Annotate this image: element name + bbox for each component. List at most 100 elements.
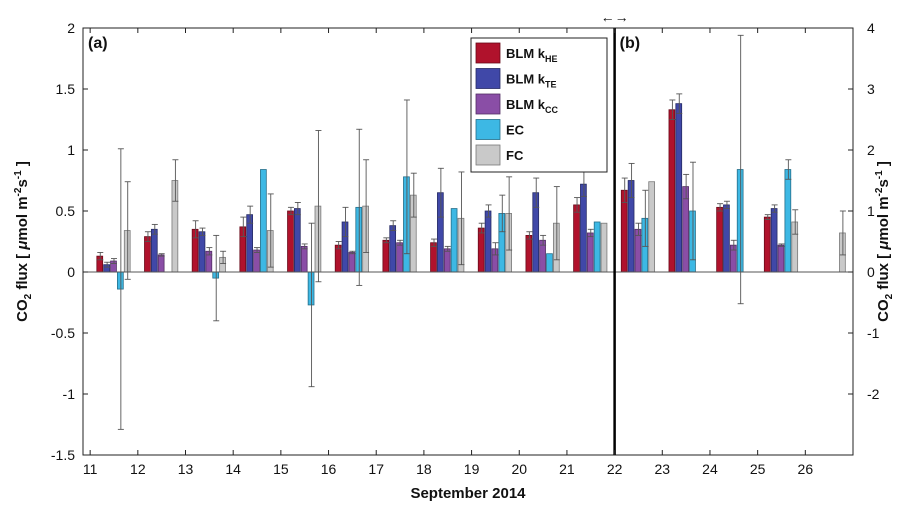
arrow-indicator: ←→ <box>601 9 629 25</box>
legend-swatch-hk <box>476 43 500 63</box>
bar-tk-13 <box>199 232 205 272</box>
bar-fc-14 <box>267 231 273 272</box>
legend-label-main: BLM k <box>506 72 546 87</box>
y-left-tick-label: 0.5 <box>56 203 76 219</box>
x-axis-label: September 2014 <box>410 485 526 502</box>
bar-fc-25 <box>792 222 798 272</box>
bar-fc-26 <box>839 233 845 272</box>
bar-tk-18 <box>437 193 443 272</box>
legend-swatch-tk <box>476 69 500 89</box>
y-left-tick-label: 0 <box>67 264 75 280</box>
x-tick-label-16: 16 <box>321 461 337 477</box>
bar-ec-16 <box>356 207 362 272</box>
y-left-tick-label: 1.5 <box>56 81 76 97</box>
x-tick-label-26: 26 <box>798 461 814 477</box>
bar-hk-18 <box>431 243 437 272</box>
x-tick-label-21: 21 <box>559 461 575 477</box>
bar-hk-15 <box>288 211 294 272</box>
bar-tk-16 <box>342 222 348 272</box>
bar-hk-17 <box>383 240 389 272</box>
bar-ec-14 <box>260 170 266 272</box>
bar-ck-12 <box>158 255 164 272</box>
y-right-tick-label: 1 <box>867 203 875 219</box>
x-tick-label-18: 18 <box>416 461 432 477</box>
legend-label-sub: HE <box>545 54 558 64</box>
y-axis-label-right-part: CO <box>875 299 892 322</box>
legend-label-main: FC <box>506 148 524 163</box>
bar-fc-21 <box>601 223 607 272</box>
bar-ec-22 <box>642 218 648 272</box>
x-tick-label-19: 19 <box>464 461 480 477</box>
y-left-tick-label: 2 <box>67 20 75 36</box>
bar-ck-14 <box>254 250 260 272</box>
bar-fc-13 <box>220 257 226 272</box>
bar-hk-23 <box>669 110 675 272</box>
y-right-tick-label: 2 <box>867 142 875 158</box>
y-right-tick-label: 3 <box>867 81 875 97</box>
y-right-tick-label: 4 <box>867 20 875 36</box>
y-right-tick-label: 0 <box>867 264 875 280</box>
legend-label-main: BLM k <box>506 97 546 112</box>
x-tick-label-24: 24 <box>702 461 718 477</box>
panel-label-b: (b) <box>620 35 640 52</box>
bar-fc-11 <box>124 231 130 272</box>
bar-tk-24 <box>724 205 730 272</box>
bar-hk-21 <box>574 205 580 272</box>
x-tick-label-15: 15 <box>273 461 289 477</box>
legend-label-main: EC <box>506 123 525 138</box>
y-axis-label-left-part: s <box>14 179 31 187</box>
y-right-tick-label: -2 <box>867 386 880 402</box>
bar-tk-17 <box>390 226 396 272</box>
y-left-tick-label: -0.5 <box>51 325 75 341</box>
bar-tk-12 <box>151 229 157 272</box>
y-axis-label-left-part: μ <box>14 241 31 251</box>
x-tick-label-20: 20 <box>511 461 527 477</box>
bar-ck-13 <box>206 251 212 272</box>
bar-ec-11 <box>117 272 123 289</box>
bar-ec-20 <box>547 254 553 272</box>
legend: BLM kHEBLM kTEBLM kCCECFC <box>471 38 607 172</box>
bar-tk-20 <box>533 193 539 272</box>
x-tick-label-23: 23 <box>654 461 670 477</box>
bar-ec-23 <box>690 211 696 272</box>
bar-ck-11 <box>111 261 117 272</box>
panel-label-a: (a) <box>88 35 108 52</box>
x-tick-label-17: 17 <box>368 461 384 477</box>
y-axis-label-right-part: flux [ <box>875 250 892 294</box>
bar-fc-12 <box>172 181 178 273</box>
bar-hk-24 <box>717 207 723 272</box>
y-left-tick-label: -1.5 <box>51 447 75 463</box>
bar-ck-15 <box>301 246 307 272</box>
y-axis-label-left-part: CO <box>14 299 31 322</box>
bar-ec-15 <box>308 272 314 305</box>
bar-ec-17 <box>403 177 409 272</box>
bar-fc-20 <box>553 223 559 272</box>
bar-ec-25 <box>785 170 791 272</box>
x-tick-label-22: 22 <box>607 461 623 477</box>
bar-ck-16 <box>349 252 355 272</box>
y-axis-label-left-part: mol m <box>14 196 31 240</box>
bar-ck-21 <box>587 233 593 272</box>
bar-ec-19 <box>499 213 505 272</box>
bar-tk-15 <box>294 209 300 272</box>
legend-swatch-ec <box>476 120 500 140</box>
bar-ec-24 <box>737 170 743 272</box>
bar-fc-18 <box>458 218 464 272</box>
bar-hk-14 <box>240 227 246 272</box>
bar-ck-17 <box>397 243 403 272</box>
y-axis-label-right-part: ] <box>875 161 892 170</box>
y-axis-label-left-part: flux [ <box>14 250 31 294</box>
bar-ck-25 <box>778 245 784 272</box>
bar-hk-19 <box>478 228 484 272</box>
bar-fc-22 <box>649 182 655 272</box>
y-axis-label-right-part: mol m <box>875 196 892 240</box>
bar-ck-18 <box>444 249 450 272</box>
bar-ec-21 <box>594 222 600 272</box>
bar-fc-16 <box>363 206 369 272</box>
bar-hk-13 <box>192 229 198 272</box>
legend-label-fc: FC <box>506 148 524 163</box>
bar-hk-20 <box>526 235 532 272</box>
y-right-tick-label: -1 <box>867 325 880 341</box>
y-axis-label-left-part: ] <box>14 161 31 170</box>
